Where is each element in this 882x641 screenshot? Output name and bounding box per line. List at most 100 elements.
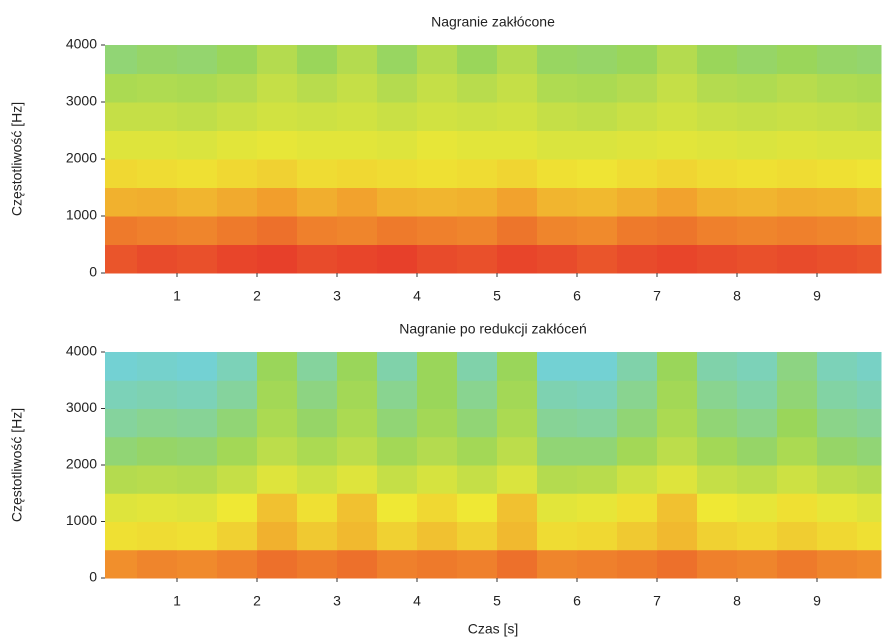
x-tick-label: 9 bbox=[813, 288, 821, 304]
heatmap-cell bbox=[497, 73, 538, 103]
heatmap-cell bbox=[297, 465, 338, 494]
heatmap-cell bbox=[617, 521, 658, 551]
heatmap-cell bbox=[377, 465, 418, 494]
heatmap-cell bbox=[577, 187, 618, 217]
heatmap-cell bbox=[257, 408, 298, 438]
heatmap-cell bbox=[297, 493, 338, 522]
y-tick-label: 0 bbox=[89, 264, 97, 280]
heatmap-cell bbox=[177, 244, 218, 274]
heatmap-cell bbox=[577, 465, 618, 494]
heatmap-cell bbox=[105, 102, 138, 131]
heatmap-cell bbox=[537, 130, 578, 160]
heatmap-cell bbox=[817, 493, 858, 522]
heatmap-cell bbox=[337, 159, 378, 188]
heatmap-cell bbox=[497, 380, 538, 409]
heatmap-cell bbox=[377, 244, 418, 274]
heatmap-cell bbox=[417, 465, 458, 494]
heatmap-cell bbox=[697, 130, 738, 160]
heatmap-cell bbox=[297, 380, 338, 409]
heatmap-cell bbox=[857, 216, 882, 245]
heatmap-cell bbox=[177, 352, 218, 381]
heatmap-cell bbox=[617, 216, 658, 245]
heatmap-cell bbox=[217, 159, 258, 188]
heatmap-cell bbox=[737, 187, 778, 217]
x-axis-label: Czas [s] bbox=[468, 621, 519, 637]
heatmap-cell bbox=[337, 493, 378, 522]
heatmap-cell bbox=[297, 521, 338, 551]
heatmap-cell bbox=[337, 244, 378, 274]
x-tick-label: 8 bbox=[733, 288, 741, 304]
heatmap-cell bbox=[857, 73, 882, 103]
heatmap-cell bbox=[417, 73, 458, 103]
heatmap-cell bbox=[377, 380, 418, 409]
heatmap-cell bbox=[417, 244, 458, 274]
heatmap-cell bbox=[777, 352, 818, 381]
heatmap-cell bbox=[217, 408, 258, 438]
heatmap-cell bbox=[337, 521, 378, 551]
heatmap-cell bbox=[497, 102, 538, 131]
heatmap-cell bbox=[697, 187, 738, 217]
heatmap-cell bbox=[617, 102, 658, 131]
heatmap-cell bbox=[777, 73, 818, 103]
heatmap-cell bbox=[497, 187, 538, 217]
heatmap-cell bbox=[617, 73, 658, 103]
heatmap-cell bbox=[257, 187, 298, 217]
heatmap-cell bbox=[257, 244, 298, 274]
chart-title: Nagranie po redukcji zakłóceń bbox=[399, 321, 587, 337]
heatmap-cell bbox=[417, 549, 458, 579]
heatmap-cell bbox=[857, 187, 882, 217]
heatmap-cell bbox=[137, 521, 178, 551]
heatmap-cell bbox=[577, 521, 618, 551]
heatmap-cell bbox=[817, 216, 858, 245]
heatmap-cell bbox=[457, 244, 498, 274]
heatmap-cell bbox=[537, 549, 578, 579]
heatmap-cell bbox=[737, 102, 778, 131]
heatmap-cell bbox=[537, 380, 578, 409]
heatmap-cell bbox=[737, 73, 778, 103]
heatmap-cell bbox=[737, 521, 778, 551]
heatmap-cell bbox=[777, 380, 818, 409]
heatmap-cell bbox=[497, 465, 538, 494]
y-axis-label: Częstotliwość [Hz] bbox=[9, 102, 25, 216]
heatmap-cell bbox=[617, 493, 658, 522]
x-tick-label: 2 bbox=[253, 288, 261, 304]
heatmap-cell bbox=[577, 408, 618, 438]
heatmap-cell bbox=[457, 352, 498, 381]
heatmap-cell bbox=[497, 521, 538, 551]
heatmap-cell bbox=[457, 521, 498, 551]
heatmap-cell bbox=[457, 73, 498, 103]
heatmap-cell bbox=[737, 465, 778, 494]
y-tick-label: 2000 bbox=[66, 456, 97, 472]
heatmap-cell bbox=[577, 73, 618, 103]
heatmap-cell bbox=[457, 159, 498, 188]
heatmap-cell bbox=[737, 352, 778, 381]
heatmap-cell bbox=[497, 159, 538, 188]
heatmap-cell bbox=[217, 244, 258, 274]
heatmap-cell bbox=[457, 102, 498, 131]
heatmap-cell bbox=[217, 45, 258, 74]
heatmap-cell bbox=[657, 352, 698, 381]
x-tick-label: 9 bbox=[813, 593, 821, 609]
heatmap-cell bbox=[257, 465, 298, 494]
heatmap-cell bbox=[657, 244, 698, 274]
heatmap-cell bbox=[857, 436, 882, 466]
heatmap-cell bbox=[105, 380, 138, 409]
heatmap-cell bbox=[457, 465, 498, 494]
heatmap-cell bbox=[617, 549, 658, 579]
heatmap-cell bbox=[337, 102, 378, 131]
heatmap-cell bbox=[297, 102, 338, 131]
heatmap-cell bbox=[337, 352, 378, 381]
x-tick-label: 3 bbox=[333, 288, 341, 304]
heatmap-cell bbox=[177, 187, 218, 217]
heatmap-cell bbox=[817, 380, 858, 409]
heatmap-cell bbox=[257, 549, 298, 579]
y-tick-label: 0 bbox=[89, 569, 97, 585]
heatmap-cell bbox=[857, 521, 882, 551]
heatmap-cell bbox=[337, 465, 378, 494]
heatmap-cell bbox=[137, 187, 178, 217]
y-tick-label: 4000 bbox=[66, 343, 97, 359]
heatmap-cell bbox=[817, 102, 858, 131]
heatmap-cell bbox=[297, 187, 338, 217]
heatmap-cell bbox=[657, 102, 698, 131]
